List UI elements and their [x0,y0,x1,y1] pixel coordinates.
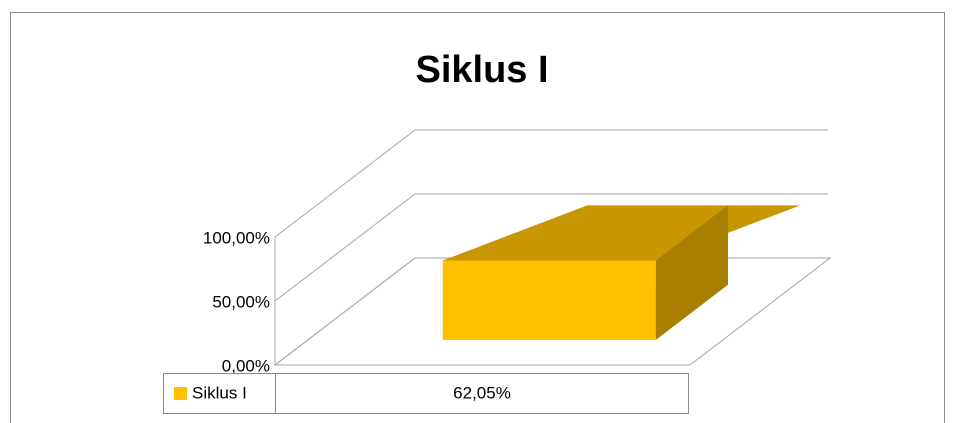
data-label: 62,05% [453,383,511,402]
y-tick-label: 50,00% [212,292,270,311]
chart-border [10,12,945,423]
grid-line [274,129,828,238]
bar-side [655,205,728,340]
bar-front [442,260,656,340]
y-tick-label: 100,00% [203,228,270,247]
grid-line [274,193,828,302]
bar [442,205,801,340]
legend-label: Siklus I [192,383,247,402]
chart-title: Siklus I [415,49,548,91]
y-tick-label: 0,00% [222,356,270,375]
legend-key [174,387,187,400]
table-cell [275,373,689,414]
